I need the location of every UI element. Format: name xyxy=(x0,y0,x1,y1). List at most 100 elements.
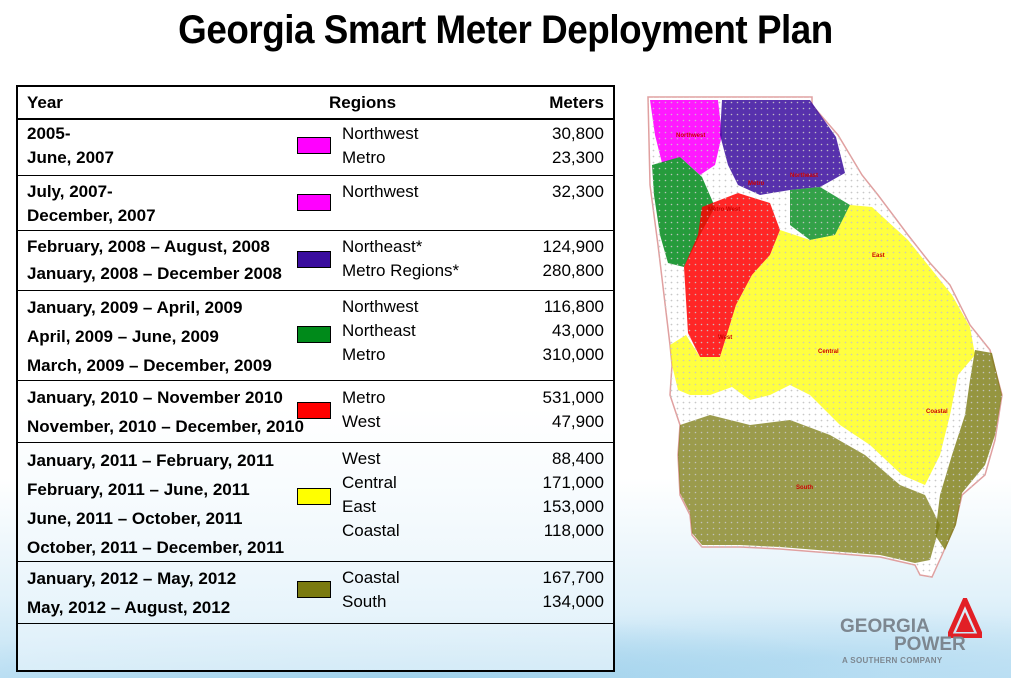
year-period: June, 2007 xyxy=(27,148,114,167)
row-years: January, 2012 – May, 2012 May, 2012 – Au… xyxy=(27,564,236,622)
meter-count: 118,000 xyxy=(543,521,604,540)
meter-count: 23,300 xyxy=(552,148,604,167)
logo-line2: POWER xyxy=(894,634,966,655)
logo-line1: GEORGIA xyxy=(840,616,930,637)
logo-tagline: A SOUTHERN COMPANY xyxy=(842,656,943,665)
row-regions: West Central East Coastal xyxy=(342,447,400,543)
row-meters: 32,300 xyxy=(552,180,604,204)
year-period: November, 2010 – December, 2010 xyxy=(27,417,304,436)
region-name: Northwest xyxy=(342,124,419,143)
region-name: Metro xyxy=(342,148,386,167)
meter-count: 171,000 xyxy=(542,473,604,492)
year-period: January, 2009 – April, 2009 xyxy=(27,298,243,317)
meter-count: 167,700 xyxy=(542,568,604,587)
year-period: June, 2011 – October, 2011 xyxy=(27,509,243,528)
table-row: February, 2008 – August, 2008 January, 2… xyxy=(18,230,613,291)
region-name: East xyxy=(342,497,377,516)
row-years: February, 2008 – August, 2008 January, 2… xyxy=(27,233,282,287)
row-meters: 116,800 43,000 310,000 xyxy=(543,295,604,367)
year-period: 2005- xyxy=(27,124,71,143)
map-label-central: Central xyxy=(818,349,839,355)
meter-count: 310,000 xyxy=(542,345,604,364)
year-period: July, 2007- xyxy=(27,182,113,201)
table-row: January, 2012 – May, 2012 May, 2012 – Au… xyxy=(18,561,613,624)
region-color-swatch xyxy=(297,581,331,598)
region-name: Coastal xyxy=(342,521,400,540)
row-meters: 167,700 134,000 xyxy=(543,566,604,614)
year-period: March, 2009 – December, 2009 xyxy=(27,356,272,375)
row-meters: 30,800 23,300 xyxy=(552,122,604,170)
meter-count: 88,400 xyxy=(552,449,604,468)
region-name: West xyxy=(342,449,381,468)
meter-count: 47,900 xyxy=(552,412,604,431)
table-row: January, 2009 – April, 2009 April, 2009 … xyxy=(18,290,613,381)
year-period: February, 2008 – August, 2008 xyxy=(27,237,270,256)
table-row: January, 2011 – February, 2011 February,… xyxy=(18,442,613,562)
meter-count: 116,800 xyxy=(543,297,604,316)
region-name: Metro xyxy=(342,345,386,364)
region-color-swatch xyxy=(297,194,331,211)
row-regions: Northwest xyxy=(342,180,419,204)
region-name: West xyxy=(342,412,381,431)
region-name: Coastal xyxy=(342,568,400,587)
row-regions: Metro West xyxy=(342,386,385,434)
year-period: October, 2011 – December, 2011 xyxy=(27,538,285,557)
year-period: January, 2008 – December 2008 xyxy=(27,264,282,283)
row-years: January, 2010 – November 2010 November, … xyxy=(27,383,304,441)
row-regions: Northeast* Metro Regions* xyxy=(342,235,459,283)
year-period: January, 2012 – May, 2012 xyxy=(27,569,237,588)
row-meters: 531,000 47,900 xyxy=(543,386,604,434)
region-name: South xyxy=(342,592,387,611)
map-label-metro-west: Metro West xyxy=(708,207,740,213)
meter-count: 124,900 xyxy=(542,237,604,256)
region-name: Metro xyxy=(342,388,386,407)
table-row: January, 2010 – November 2010 November, … xyxy=(18,380,613,443)
map-label-coastal: Coastal xyxy=(926,409,948,415)
region-color-swatch xyxy=(297,326,331,343)
region-color-swatch xyxy=(297,402,331,419)
row-years: 2005- June, 2007 xyxy=(27,122,114,170)
meter-count: 32,300 xyxy=(552,182,604,201)
map-label-northwest: Northwest xyxy=(676,133,705,139)
map-texture-overlay xyxy=(648,97,1002,577)
meter-count: 153,000 xyxy=(542,497,604,516)
georgia-power-logo: GEORGIA POWER A SOUTHERN COMPANY xyxy=(840,598,1000,668)
region-name: Northwest xyxy=(342,297,419,316)
page-title: Georgia Smart Meter Deployment Plan xyxy=(178,8,833,52)
region-name: Metro Regions* xyxy=(342,261,460,280)
map-label-west: West xyxy=(718,335,732,341)
triangle-logo-icon xyxy=(948,598,982,638)
year-period: January, 2011 – February, 2011 xyxy=(27,451,274,470)
region-name: Northeast* xyxy=(342,237,423,256)
map-label-metro: Metro xyxy=(748,181,765,187)
row-regions: Coastal South xyxy=(342,566,400,614)
row-meters: 88,400 171,000 153,000 118,000 xyxy=(543,447,604,543)
row-years: January, 2011 – February, 2011 February,… xyxy=(27,446,284,562)
region-color-swatch xyxy=(297,251,331,268)
year-period: February, 2011 – June, 2011 xyxy=(27,480,250,499)
map-label-east: East xyxy=(872,253,885,259)
meter-count: 30,800 xyxy=(552,124,604,143)
row-years: July, 2007- December, 2007 xyxy=(27,180,156,228)
row-regions: Northwest Metro xyxy=(342,122,419,170)
table-row: 2005- June, 2007 Northwest Metro 30,800 … xyxy=(18,118,613,176)
meter-count: 531,000 xyxy=(542,388,604,407)
map-label-south: South xyxy=(796,485,813,491)
region-name: Northeast xyxy=(342,321,416,340)
header-regions: Regions xyxy=(329,93,397,112)
meter-count: 280,800 xyxy=(542,261,604,280)
header-year: Year xyxy=(27,93,63,112)
row-years: January, 2009 – April, 2009 April, 2009 … xyxy=(27,293,272,380)
georgia-service-map: Northwest Metro West Metro Northeast Eas… xyxy=(647,96,1003,578)
map-label-northeast: Northeast xyxy=(790,173,818,179)
header-meters: Meters xyxy=(549,93,604,112)
region-name: Central xyxy=(342,473,397,492)
year-period: December, 2007 xyxy=(27,206,156,225)
meter-count: 134,000 xyxy=(542,592,604,611)
region-color-swatch xyxy=(297,488,331,505)
table-row: July, 2007- December, 2007 Northwest 32,… xyxy=(18,175,613,231)
row-regions: Northwest Northeast Metro xyxy=(342,295,419,367)
year-period: January, 2010 – November 2010 xyxy=(27,388,283,407)
region-name: Northwest xyxy=(342,182,419,201)
meter-count: 43,000 xyxy=(552,321,604,340)
